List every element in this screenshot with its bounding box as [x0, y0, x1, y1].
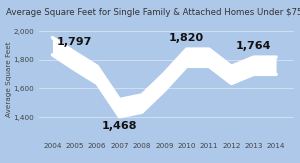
- Text: 1,797: 1,797: [57, 37, 92, 46]
- Y-axis label: Average Square Feet: Average Square Feet: [6, 41, 12, 117]
- Text: 1,764: 1,764: [236, 41, 272, 51]
- Text: 1,820: 1,820: [169, 33, 204, 43]
- Text: 1,468: 1,468: [102, 121, 137, 131]
- Title: Average Square Feet for Single Family & Attached Homes Under $750,000: Average Square Feet for Single Family & …: [6, 8, 300, 17]
